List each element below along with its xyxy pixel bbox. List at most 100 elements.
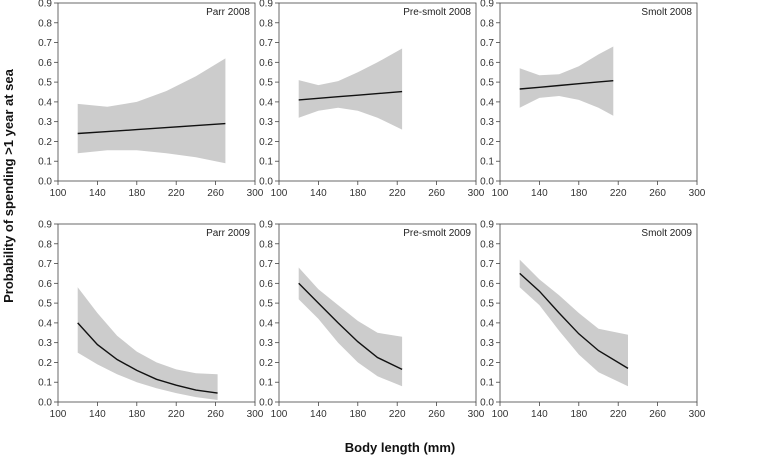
plot-frame-smolt-2009	[499, 223, 698, 403]
x-tick-label: 260	[207, 188, 224, 199]
y-tick-label: 0.5	[38, 299, 52, 310]
x-tick-label: 220	[610, 409, 627, 420]
y-tick-label: 0.7	[480, 259, 494, 270]
y-tick-label: 0.3	[38, 117, 52, 128]
x-tick-label: 300	[468, 409, 485, 420]
y-tick-label: 0.4	[259, 318, 273, 329]
x-tick-label: 100	[271, 188, 288, 199]
x-tick-label: 100	[271, 409, 288, 420]
y-tick-label: 0.0	[38, 177, 52, 188]
confidence-band-smolt-2008	[519, 46, 614, 116]
panel-title-parr-2008: Parr 2008	[206, 7, 250, 18]
x-tick-label: 260	[649, 188, 666, 199]
y-tick-label: 0.9	[38, 0, 52, 10]
plot-frame-smolt-2008	[499, 2, 698, 182]
y-tick-label: 0.4	[38, 97, 52, 108]
x-tick-label: 140	[89, 409, 106, 420]
y-tick-label: 0.1	[480, 378, 494, 389]
fit-line-pre-smolt-2009	[298, 282, 403, 371]
y-tick-label: 0.8	[38, 18, 52, 29]
panel-title-pre-smolt-2008: Pre-smolt 2008	[403, 7, 471, 18]
confidence-band-pre-smolt-2009	[298, 267, 403, 387]
y-tick-label: 0.2	[38, 137, 52, 148]
fit-line-parr-2009	[77, 322, 218, 394]
x-tick-label: 300	[247, 409, 264, 420]
y-tick-label: 0.1	[38, 378, 52, 389]
panel-smolt-2009: 0.0 0.1 0.2 0.3 0.4 0.5 0.6 0.7 0.8 0.9 100 140 180 2…	[480, 220, 706, 421]
y-tick-label: 0.2	[480, 358, 494, 369]
y-tick-label: 0.7	[38, 38, 52, 49]
x-tick-label: 100	[492, 409, 509, 420]
x-tick-label: 180	[570, 188, 587, 199]
y-tick-label: 0.6	[480, 58, 494, 69]
y-tick-label: 0.2	[259, 137, 273, 148]
x-tick-label: 220	[389, 409, 406, 420]
y-tick-label: 0.6	[259, 58, 273, 69]
confidence-band-pre-smolt-2008	[298, 48, 403, 130]
x-tick-label: 180	[570, 409, 587, 420]
y-tick-label: 0.6	[38, 279, 52, 290]
x-tick-label: 140	[310, 188, 327, 199]
x-tick-label: 100	[50, 188, 67, 199]
y-tick-label: 0.0	[38, 398, 52, 409]
plot-frame-pre-smolt-2009	[278, 223, 477, 403]
y-tick-label: 0.8	[480, 18, 494, 29]
x-tick-label: 180	[128, 188, 145, 199]
y-tick-label: 0.4	[38, 318, 52, 329]
panel-title-smolt-2008: Smolt 2008	[641, 7, 692, 18]
y-tick-label: 0.5	[480, 299, 494, 310]
x-tick-label: 220	[168, 409, 185, 420]
fit-line-smolt-2009	[519, 272, 629, 369]
confidence-band-smolt-2009	[519, 259, 628, 387]
y-tick-label: 0.2	[38, 358, 52, 369]
y-tick-label: 0.2	[259, 358, 273, 369]
x-tick-label: 260	[428, 409, 445, 420]
y-tick-label: 0.8	[259, 18, 273, 29]
panel-pre-smolt-2009: 0.0 0.1 0.2 0.3 0.4 0.5 0.6 0.7 0.8 0.9 100 140 180 2…	[259, 220, 485, 421]
x-tick-label: 300	[468, 188, 485, 199]
x-tick-label: 260	[649, 409, 666, 420]
x-tick-label: 300	[689, 188, 706, 199]
panel-smolt-2008: 0.0 0.1 0.2 0.3 0.4 0.5 0.6 0.7 0.8 0.9 100 140 180 2…	[480, 0, 706, 199]
panel-title-pre-smolt-2009: Pre-smolt 2009	[403, 228, 471, 239]
x-tick-label: 180	[349, 188, 366, 199]
y-tick-label: 0.0	[480, 177, 494, 188]
y-tick-label: 0.5	[480, 78, 494, 89]
x-tick-label: 140	[531, 188, 548, 199]
plot-frame-parr-2008	[57, 2, 256, 182]
y-tick-label: 0.4	[480, 318, 494, 329]
x-tick-label: 100	[492, 188, 509, 199]
y-tick-label: 0.6	[259, 279, 273, 290]
y-tick-label: 0.9	[38, 220, 52, 231]
x-tick-label: 180	[349, 409, 366, 420]
plot-frame-parr-2009	[57, 223, 256, 403]
y-tick-label: 0.7	[259, 259, 273, 270]
y-tick-label: 0.1	[38, 157, 52, 168]
y-tick-label: 0.3	[480, 117, 494, 128]
y-tick-label: 0.7	[259, 38, 273, 49]
fit-line-parr-2008	[77, 122, 226, 135]
y-tick-label: 0.6	[38, 58, 52, 69]
y-tick-label: 0.1	[259, 157, 273, 168]
y-tick-label: 0.2	[480, 137, 494, 148]
y-tick-label: 0.3	[480, 338, 494, 349]
panels: 0.0 0.1 0.2 0.3 0.4 0.5 0.6 0.7 0.8 0.9 100 140 180 2…	[38, 0, 706, 420]
panel-title-smolt-2009: Smolt 2009	[641, 228, 692, 239]
y-tick-label: 0.9	[480, 0, 494, 10]
y-tick-label: 0.9	[259, 0, 273, 10]
panel-parr-2009: 0.0 0.1 0.2 0.3 0.4 0.5 0.6 0.7 0.8 0.9 100 140 180 2…	[38, 220, 264, 421]
y-tick-label: 0.3	[259, 117, 273, 128]
panel-title-parr-2009: Parr 2009	[206, 228, 250, 239]
y-tick-label: 0.8	[259, 239, 273, 250]
y-tick-label: 0.3	[259, 338, 273, 349]
x-tick-label: 300	[247, 188, 264, 199]
x-tick-label: 220	[610, 188, 627, 199]
x-tick-label: 260	[428, 188, 445, 199]
fit-line-pre-smolt-2008	[298, 90, 403, 101]
x-tick-label: 140	[89, 188, 106, 199]
confidence-band-parr-2009	[77, 287, 218, 400]
y-tick-label: 0.8	[38, 239, 52, 250]
plot-frame-pre-smolt-2008	[278, 2, 477, 182]
x-tick-label: 140	[310, 409, 327, 420]
y-tick-label: 0.4	[480, 97, 494, 108]
